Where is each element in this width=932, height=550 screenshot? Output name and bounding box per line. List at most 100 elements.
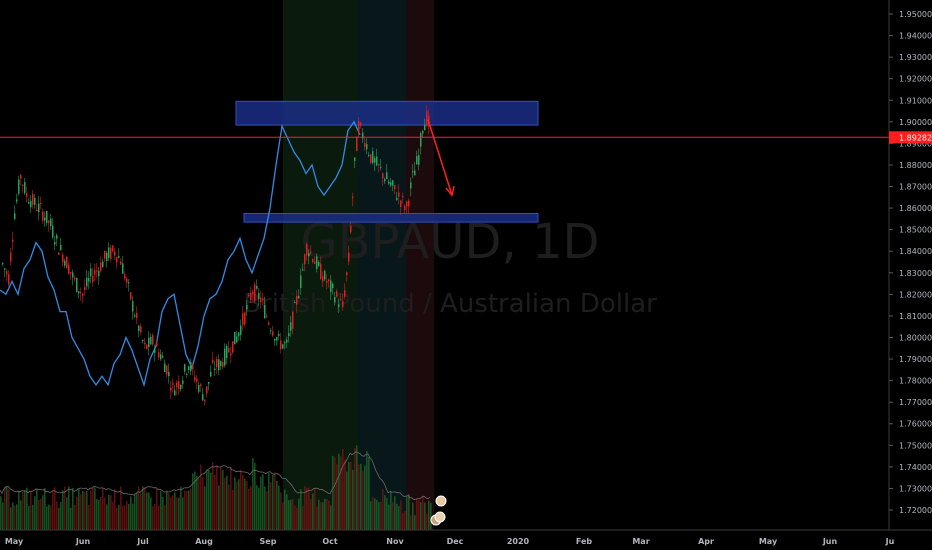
volume-bar bbox=[416, 498, 418, 530]
volume-bar bbox=[430, 502, 432, 530]
volume-bar bbox=[64, 486, 66, 530]
price-tick-label: 1.72000 bbox=[899, 506, 932, 515]
volume-bar bbox=[202, 477, 204, 530]
candle-body bbox=[332, 283, 334, 289]
candle-body bbox=[282, 344, 284, 349]
volume-bar bbox=[304, 486, 306, 530]
candle-body bbox=[178, 381, 180, 389]
candle-body bbox=[60, 244, 62, 251]
volume-bar bbox=[132, 503, 134, 530]
volume-bar bbox=[140, 493, 142, 530]
price-axis[interactable]: 1.95000 1.94000 1.93000 1.92000 1.91000 1.900… bbox=[888, 0, 932, 530]
candle-body bbox=[248, 294, 250, 297]
price-tick-label: 1.94000 bbox=[899, 32, 932, 41]
candle-body bbox=[232, 341, 234, 353]
volume-bar bbox=[382, 488, 384, 530]
price-tick-label: 1.79000 bbox=[899, 355, 932, 364]
support-zone[interactable] bbox=[243, 212, 539, 223]
candle-body bbox=[38, 203, 40, 213]
candle-body bbox=[130, 292, 132, 300]
volume-bar bbox=[300, 489, 302, 530]
candle-body bbox=[236, 336, 238, 343]
candle-body bbox=[112, 245, 114, 252]
candle-body bbox=[398, 192, 400, 197]
candle-body bbox=[322, 276, 324, 282]
volume-bar bbox=[320, 502, 322, 530]
candle-body bbox=[308, 253, 310, 257]
session-highlight-teal bbox=[358, 0, 406, 530]
volume-bar bbox=[210, 472, 212, 530]
volume-bar bbox=[48, 504, 50, 530]
volume-bar bbox=[190, 488, 192, 530]
volume-bar bbox=[204, 486, 206, 530]
volume-bar bbox=[170, 497, 172, 530]
candle-body bbox=[146, 344, 148, 349]
candle-body bbox=[378, 164, 380, 166]
candle-body bbox=[330, 280, 332, 292]
price-tick-label: 1.88000 bbox=[899, 161, 932, 170]
volume-bar bbox=[20, 500, 22, 530]
volume-bar bbox=[384, 495, 386, 530]
candle-body bbox=[212, 359, 214, 363]
candle-body bbox=[22, 184, 24, 186]
candle-body bbox=[244, 312, 246, 325]
event-marker-1[interactable] bbox=[435, 495, 447, 507]
volume-bar bbox=[116, 507, 118, 530]
volume-bar bbox=[66, 497, 68, 530]
candle-body bbox=[170, 387, 172, 391]
time-axis[interactable]: May Jun Jul Aug Sep Oct Nov Dec 2020 Feb Mar Apr May… bbox=[0, 529, 932, 546]
candle-body bbox=[404, 205, 406, 210]
candle-body bbox=[50, 218, 52, 227]
volume-bar bbox=[102, 488, 104, 530]
candle-body bbox=[320, 263, 322, 279]
candle-body bbox=[354, 157, 356, 161]
volume-bar bbox=[150, 497, 152, 530]
candle-body bbox=[26, 193, 28, 197]
candle-body bbox=[66, 256, 68, 269]
volume-bar bbox=[258, 487, 260, 530]
candle-body bbox=[218, 359, 220, 371]
volume-bar bbox=[374, 498, 376, 530]
volume-bar bbox=[394, 496, 396, 530]
candle-body bbox=[408, 200, 410, 207]
price-tick-label: 1.73000 bbox=[899, 484, 932, 493]
time-tick-label: Feb bbox=[576, 537, 593, 546]
event-markers[interactable] bbox=[430, 495, 447, 526]
candle-body bbox=[412, 171, 414, 173]
candle-body bbox=[106, 252, 108, 261]
candle-body bbox=[328, 279, 330, 282]
candle-body bbox=[344, 290, 346, 297]
price-tick-label: 1.90000 bbox=[899, 118, 932, 127]
candle-body bbox=[182, 380, 184, 384]
volume-bar bbox=[106, 504, 108, 530]
candle-body bbox=[280, 340, 282, 349]
event-marker-3[interactable] bbox=[434, 511, 446, 523]
volume-bar bbox=[264, 486, 266, 530]
candle-body bbox=[262, 298, 264, 301]
candle-body bbox=[360, 122, 362, 127]
volume-bar bbox=[270, 482, 272, 530]
volume-bar bbox=[362, 470, 364, 530]
volume-bar bbox=[160, 491, 162, 530]
time-tick-label: Mar bbox=[632, 537, 649, 546]
volume-bar bbox=[6, 487, 8, 530]
volume-bar bbox=[272, 474, 274, 530]
candle-body bbox=[228, 348, 230, 353]
candle-body bbox=[224, 348, 226, 366]
candle-body bbox=[290, 322, 292, 331]
volume-bar bbox=[108, 494, 110, 530]
volume-bar bbox=[340, 456, 342, 530]
volume-bar bbox=[296, 507, 298, 530]
projection-arrow[interactable] bbox=[427, 119, 455, 197]
volume-bar bbox=[52, 489, 54, 530]
candle-body bbox=[294, 302, 296, 304]
candle-body bbox=[88, 277, 90, 282]
resistance-zone[interactable] bbox=[235, 100, 539, 126]
price-axis-background bbox=[889, 0, 932, 530]
candle-body bbox=[76, 278, 78, 292]
volume-bar bbox=[260, 476, 262, 530]
candle-body bbox=[118, 256, 120, 258]
volume-bar bbox=[422, 495, 424, 530]
volume-bar bbox=[328, 500, 330, 530]
